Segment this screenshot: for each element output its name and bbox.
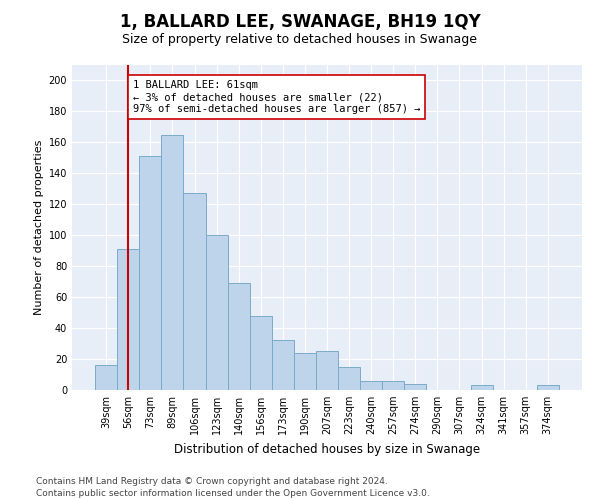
Text: Contains HM Land Registry data © Crown copyright and database right 2024.: Contains HM Land Registry data © Crown c… (36, 478, 388, 486)
Text: 1 BALLARD LEE: 61sqm
← 3% of detached houses are smaller (22)
97% of semi-detach: 1 BALLARD LEE: 61sqm ← 3% of detached ho… (133, 80, 420, 114)
Bar (404, 384, 427, 390)
Bar (227, 283, 250, 390)
X-axis label: Distribution of detached houses by size in Swanage: Distribution of detached houses by size … (174, 442, 480, 456)
Text: Size of property relative to detached houses in Swanage: Size of property relative to detached ho… (122, 32, 478, 46)
Bar (95, 365, 117, 390)
Bar (117, 249, 139, 390)
Bar (184, 194, 206, 390)
Bar (338, 367, 360, 390)
Bar (206, 235, 227, 390)
Text: Contains public sector information licensed under the Open Government Licence v3: Contains public sector information licen… (36, 489, 430, 498)
Bar (382, 380, 404, 390)
Bar (250, 316, 272, 390)
Bar (360, 380, 382, 390)
Y-axis label: Number of detached properties: Number of detached properties (34, 140, 44, 315)
Bar (294, 353, 316, 390)
Text: 1, BALLARD LEE, SWANAGE, BH19 1QY: 1, BALLARD LEE, SWANAGE, BH19 1QY (119, 12, 481, 30)
Bar (316, 352, 338, 390)
Bar (470, 386, 493, 390)
Bar (537, 386, 559, 390)
Bar (139, 156, 161, 390)
Bar (161, 134, 184, 390)
Bar (272, 340, 294, 390)
